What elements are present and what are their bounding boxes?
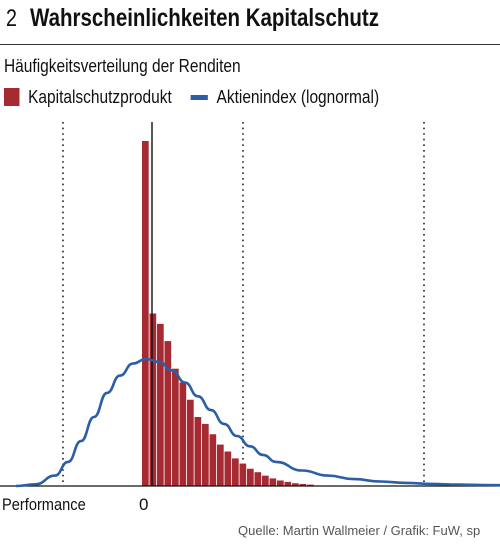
bar <box>262 475 269 486</box>
bar <box>239 463 247 486</box>
bar <box>209 434 217 486</box>
x-tick-label-zero: 0 <box>139 495 149 514</box>
bar <box>217 444 224 486</box>
legend-swatch-line <box>190 94 208 100</box>
legend-item-capital-protection: Kapitalschutzprodukt <box>4 87 172 108</box>
bar <box>224 451 232 486</box>
bar <box>149 313 157 486</box>
bar <box>179 382 187 486</box>
bar <box>299 483 307 486</box>
bar <box>142 141 149 486</box>
legend-swatch-bar <box>4 88 20 106</box>
bar <box>269 478 277 486</box>
chart-legend: Kapitalschutzprodukt Aktienindex (lognor… <box>4 86 398 108</box>
bar <box>277 480 284 486</box>
bar <box>187 399 194 486</box>
chart-title: Wahrscheinlichkeiten Kapitalschutz <box>30 4 379 32</box>
bar <box>202 423 209 486</box>
bar <box>232 458 239 486</box>
bar <box>284 481 292 486</box>
bar <box>194 417 202 486</box>
bar <box>254 472 262 486</box>
bar <box>164 341 172 486</box>
legend-label-capital-protection: Kapitalschutzprodukt <box>28 86 172 107</box>
title-rule <box>0 44 500 45</box>
bar <box>247 468 254 486</box>
bar <box>157 323 164 486</box>
legend-item-stock-index: Aktienindex (lognormal) <box>190 86 380 108</box>
figure-number: 2 <box>6 5 17 32</box>
source-credit: Quelle: Martin Wallmeier / Grafik: FuW, … <box>238 523 481 538</box>
bar <box>307 484 314 486</box>
series-line-stock-index <box>15 357 500 488</box>
chart-subtitle: Häufigkeitsverteilung der Renditen <box>4 56 241 76</box>
chart-title-row: 2 Wahrscheinlichkeiten Kapitalschutz <box>6 4 456 40</box>
bar <box>292 483 299 486</box>
x-axis-label: Performance <box>2 495 86 514</box>
bar <box>172 368 179 486</box>
legend-label-stock-index: Aktienindex (lognormal) <box>216 86 380 107</box>
